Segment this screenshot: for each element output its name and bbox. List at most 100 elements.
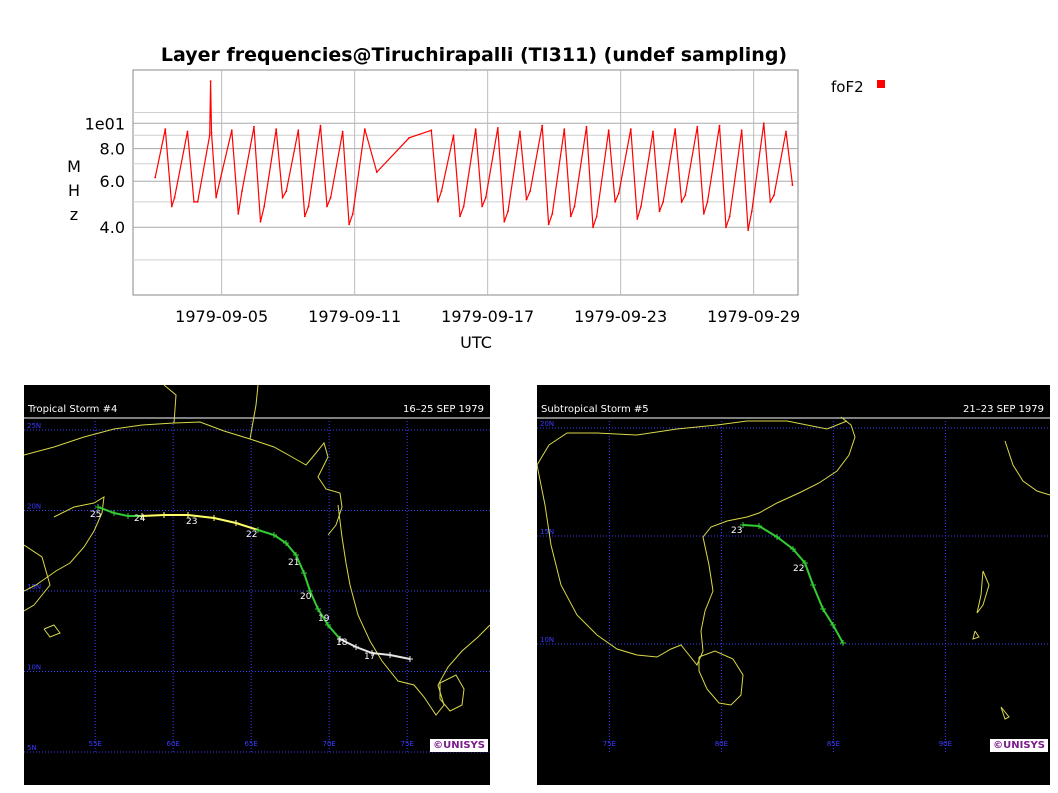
longitude-label: 65E: [245, 740, 258, 748]
longitude-label: 75E: [603, 740, 616, 748]
data-point: [658, 210, 661, 213]
coastline: [163, 385, 177, 424]
coastline: [698, 650, 744, 706]
data-point: [585, 125, 588, 128]
data-point: [474, 128, 477, 131]
latitude-label: 20N: [540, 420, 554, 428]
data-point: [196, 201, 199, 203]
data-point: [297, 129, 300, 132]
coastline: [24, 544, 51, 612]
data-point: [459, 215, 461, 218]
data-point: [503, 220, 506, 223]
coastline: [24, 421, 343, 536]
data-point: [462, 205, 465, 208]
data-point: [614, 201, 617, 203]
storm4-track-map: 55E 60E 65E 70E 75E 25N 20N 15N 10N 5N 25 24 23 22 21 2…: [24, 385, 490, 753]
data-point: [706, 201, 709, 203]
data-point: [307, 205, 310, 208]
data-point: [750, 210, 753, 213]
data-point: [773, 194, 775, 197]
data-point: [351, 212, 354, 215]
data-point: [170, 205, 173, 208]
data-point: [684, 194, 687, 197]
latitude-label: 20N: [27, 503, 41, 511]
data-point: [208, 134, 211, 137]
y-axis-label: H: [68, 181, 80, 200]
coastline: [337, 504, 490, 716]
data-point: [541, 124, 544, 127]
storm4-map-panel: Tropical Storm #4 16–25 SEP 1979 55E 60E 6…: [24, 385, 490, 785]
data-point: [164, 128, 167, 131]
track-day-label: 22: [246, 530, 257, 540]
y-tick-label: 6.0: [100, 172, 125, 191]
data-point: [636, 218, 639, 220]
data-point: [341, 130, 344, 133]
x-tick-label: 1979-09-05: [175, 307, 268, 326]
x-tick-label: 1979-09-17: [441, 307, 534, 326]
data-point: [430, 129, 433, 132]
latitude-label: 25N: [27, 422, 41, 430]
unisys-copyright: ©UNISYS: [430, 739, 488, 752]
data-point: [762, 122, 765, 125]
x-tick-label: 1979-09-29: [707, 307, 800, 326]
longitude-label: 70E: [323, 740, 336, 748]
data-point: [241, 190, 243, 192]
data-point: [607, 129, 610, 132]
data-point: [769, 201, 772, 203]
track-day-label: 20: [300, 592, 312, 602]
coastline: [972, 630, 980, 640]
data-point: [285, 190, 288, 192]
data-point: [154, 176, 157, 179]
coastline: [439, 674, 465, 712]
data-point: [481, 205, 484, 208]
y-axis-label: z: [70, 205, 78, 224]
longitude-label: 60E: [167, 740, 180, 748]
data-point: [563, 128, 566, 131]
track-day-label: 17: [364, 652, 375, 662]
data-point: [617, 192, 620, 195]
data-point: [728, 215, 731, 218]
track-day-label: 19: [318, 614, 330, 624]
data-point: [193, 201, 195, 203]
data-point: [652, 130, 654, 133]
data-point: [595, 215, 598, 218]
latitude-label: 15N: [540, 528, 554, 536]
coastline: [1000, 706, 1010, 720]
data-point: [275, 128, 278, 131]
data-point: [209, 80, 212, 83]
data-point: [363, 128, 366, 131]
latitude-label: 15N: [27, 583, 41, 591]
y-axis-label: M: [67, 157, 81, 176]
data-point: [484, 196, 487, 199]
data-point: [740, 129, 743, 132]
y-tick-label: 1e01: [85, 114, 125, 133]
storm-track: [742, 524, 844, 644]
data-point: [263, 205, 266, 208]
data-point: [573, 205, 576, 208]
track-day-label: 23: [186, 517, 197, 527]
storm5-track-map: 75E 80E 85E 90E 20N 15N 10N 23 22: [537, 416, 1050, 753]
longitude-label: 55E: [89, 740, 102, 748]
data-point: [408, 136, 411, 139]
data-point: [529, 190, 532, 192]
coastline: [976, 570, 990, 614]
data-point: [547, 223, 550, 226]
longitude-label: 75E: [401, 740, 414, 748]
latitude-label: 10N: [27, 664, 41, 672]
data-point: [215, 196, 218, 199]
track-day-label: 23: [731, 526, 742, 536]
coastline: [537, 420, 848, 466]
data-point: [237, 212, 240, 215]
data-point: [592, 226, 594, 229]
map-title: Tropical Storm #4: [28, 404, 118, 415]
longitude-label: 80E: [715, 740, 728, 748]
data-point: [725, 226, 727, 229]
map-footer: [24, 753, 490, 785]
track-day-label: 21: [288, 558, 299, 568]
latitude-label: 10N: [540, 636, 554, 644]
data-point: [496, 127, 499, 129]
data-point: [696, 125, 699, 128]
longitude-label: 85E: [827, 740, 840, 748]
data-point: [303, 215, 306, 218]
data-point: [436, 201, 439, 203]
